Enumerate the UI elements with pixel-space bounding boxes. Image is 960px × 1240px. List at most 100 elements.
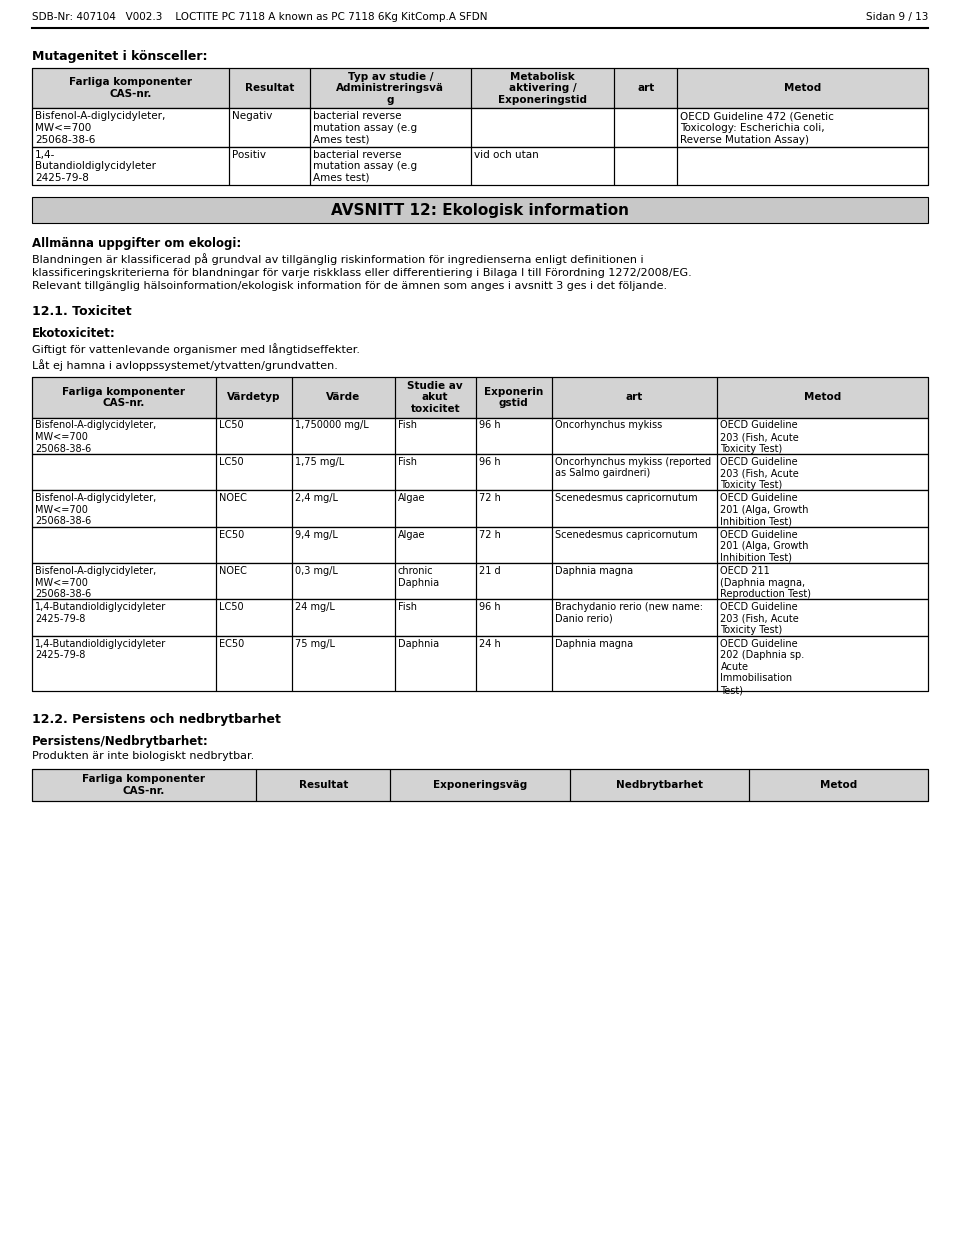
Text: Metabolisk
aktivering /
Exponeringstid: Metabolisk aktivering / Exponeringstid bbox=[498, 72, 588, 105]
Bar bbox=[717, 636, 928, 691]
Bar bbox=[395, 599, 475, 636]
Bar bbox=[717, 563, 928, 599]
Text: bacterial reverse
mutation assay (e.g
Ames test): bacterial reverse mutation assay (e.g Am… bbox=[313, 150, 417, 184]
Bar bbox=[677, 108, 928, 146]
Text: 2,4 mg/L: 2,4 mg/L bbox=[295, 494, 338, 503]
Text: Metod: Metod bbox=[784, 83, 821, 93]
Text: NOEC: NOEC bbox=[219, 494, 247, 503]
Bar bbox=[32, 563, 216, 599]
Bar bbox=[475, 563, 552, 599]
Bar bbox=[229, 108, 310, 146]
Text: Farliga komponenter
CAS-nr.: Farliga komponenter CAS-nr. bbox=[83, 774, 205, 796]
Text: 96 h: 96 h bbox=[478, 456, 500, 466]
Bar bbox=[32, 490, 216, 527]
Text: Mutagenitet i könsceller:: Mutagenitet i könsceller: bbox=[32, 50, 207, 63]
Bar bbox=[216, 418, 292, 454]
Text: Bisfenol-A-diglycidyleter,
MW<=700
25068-38-6: Bisfenol-A-diglycidyleter, MW<=700 25068… bbox=[35, 494, 156, 527]
Bar bbox=[32, 769, 256, 801]
Text: Farliga komponenter
CAS-nr.: Farliga komponenter CAS-nr. bbox=[62, 387, 185, 408]
Bar bbox=[292, 377, 395, 418]
Text: Exponeringsväg: Exponeringsväg bbox=[433, 780, 527, 790]
Bar bbox=[32, 377, 928, 418]
Bar bbox=[229, 68, 310, 108]
Text: chronic
Daphnia: chronic Daphnia bbox=[397, 565, 439, 588]
Bar bbox=[552, 490, 717, 527]
Bar bbox=[216, 490, 292, 527]
Bar bbox=[395, 636, 475, 691]
Bar bbox=[717, 490, 928, 527]
Bar bbox=[395, 490, 475, 527]
Bar bbox=[552, 599, 717, 636]
Bar bbox=[717, 418, 928, 454]
Text: LC50: LC50 bbox=[219, 456, 243, 466]
Text: EC50: EC50 bbox=[219, 529, 244, 539]
Bar bbox=[32, 377, 216, 418]
Bar bbox=[552, 377, 717, 418]
Text: Blandningen är klassificerad på grundval av tillgänglig riskinformation för ingr: Blandningen är klassificerad på grundval… bbox=[32, 253, 692, 291]
Text: 1,4-Butandioldiglycidyleter
2425-79-8: 1,4-Butandioldiglycidyleter 2425-79-8 bbox=[35, 603, 166, 624]
Bar bbox=[292, 418, 395, 454]
Bar bbox=[32, 146, 229, 185]
Bar bbox=[552, 636, 717, 691]
Text: 1,75 mg/L: 1,75 mg/L bbox=[295, 456, 344, 466]
Bar bbox=[717, 454, 928, 490]
Bar bbox=[32, 599, 928, 636]
Bar bbox=[292, 563, 395, 599]
Bar bbox=[475, 377, 552, 418]
Bar bbox=[475, 418, 552, 454]
Bar bbox=[471, 108, 614, 146]
Bar bbox=[395, 454, 475, 490]
Bar bbox=[32, 197, 928, 223]
Text: Daphnia magna: Daphnia magna bbox=[555, 565, 633, 575]
Bar bbox=[32, 454, 216, 490]
Bar bbox=[32, 146, 928, 185]
Text: bacterial reverse
mutation assay (e.g
Ames test): bacterial reverse mutation assay (e.g Am… bbox=[313, 112, 417, 145]
Bar bbox=[216, 636, 292, 691]
Text: Algae: Algae bbox=[397, 494, 425, 503]
Bar bbox=[569, 769, 749, 801]
Bar bbox=[614, 68, 677, 108]
Bar bbox=[292, 599, 395, 636]
Text: EC50: EC50 bbox=[219, 639, 244, 649]
Text: LC50: LC50 bbox=[219, 603, 243, 613]
Bar bbox=[32, 527, 928, 563]
Bar bbox=[395, 377, 475, 418]
Bar bbox=[32, 527, 216, 563]
Bar bbox=[717, 377, 928, 418]
Text: Ekotoxicitet:: Ekotoxicitet: bbox=[32, 327, 116, 340]
Text: 12.2. Persistens och nedbrytbarhet: 12.2. Persistens och nedbrytbarhet bbox=[32, 713, 281, 725]
Bar bbox=[32, 636, 928, 691]
Bar bbox=[32, 418, 216, 454]
Text: Metod: Metod bbox=[820, 780, 857, 790]
Text: Exponerin
gstid: Exponerin gstid bbox=[484, 387, 543, 408]
Bar bbox=[292, 527, 395, 563]
Text: Nedbrytbarhet: Nedbrytbarhet bbox=[615, 780, 703, 790]
Bar bbox=[552, 418, 717, 454]
Bar bbox=[229, 146, 310, 185]
Bar bbox=[475, 490, 552, 527]
Bar bbox=[216, 563, 292, 599]
Bar bbox=[475, 527, 552, 563]
Text: Daphnia: Daphnia bbox=[397, 639, 439, 649]
Text: 1,750000 mg/L: 1,750000 mg/L bbox=[295, 420, 369, 430]
Text: Brachydanio rerio (new name:
Danio rerio): Brachydanio rerio (new name: Danio rerio… bbox=[555, 603, 703, 624]
Bar bbox=[475, 454, 552, 490]
Text: art: art bbox=[637, 83, 655, 93]
Text: Bisfenol-A-diglycidyleter,
MW<=700
25068-38-6: Bisfenol-A-diglycidyleter, MW<=700 25068… bbox=[35, 112, 165, 145]
Text: Metod: Metod bbox=[804, 392, 841, 402]
Text: 24 h: 24 h bbox=[478, 639, 500, 649]
Bar bbox=[395, 527, 475, 563]
Text: Oncorhynchus mykiss: Oncorhynchus mykiss bbox=[555, 420, 662, 430]
Bar bbox=[552, 527, 717, 563]
Text: 0,3 mg/L: 0,3 mg/L bbox=[295, 565, 338, 575]
Text: OECD Guideline
203 (Fish, Acute
Toxicity Test): OECD Guideline 203 (Fish, Acute Toxicity… bbox=[720, 456, 799, 490]
Bar bbox=[395, 418, 475, 454]
Text: Bisfenol-A-diglycidyleter,
MW<=700
25068-38-6: Bisfenol-A-diglycidyleter, MW<=700 25068… bbox=[35, 420, 156, 454]
Bar bbox=[216, 599, 292, 636]
Bar bbox=[475, 599, 552, 636]
Text: Värdetyp: Värdetyp bbox=[227, 392, 280, 402]
Bar bbox=[216, 454, 292, 490]
Bar bbox=[471, 68, 614, 108]
Text: LC50: LC50 bbox=[219, 420, 243, 430]
Bar bbox=[614, 108, 677, 146]
